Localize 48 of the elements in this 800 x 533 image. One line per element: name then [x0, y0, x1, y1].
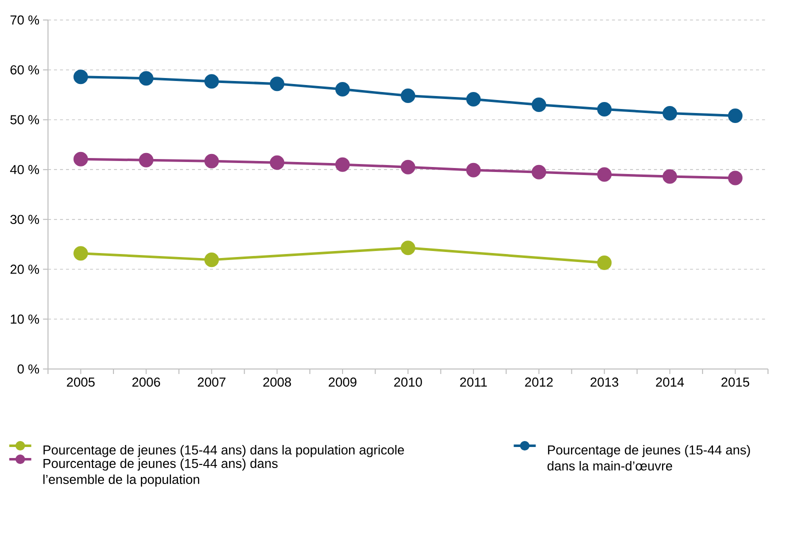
x-tick-label: 2007 [198, 378, 226, 387]
x-tick-label: 2009 [328, 378, 356, 387]
point [204, 154, 219, 168]
y-tick-label: 0 % [18, 364, 40, 374]
point [73, 70, 88, 84]
point [662, 169, 678, 184]
legend-label: Pourcentage de jeunes (15-44 ans) dans l’ensemble de la population [43, 458, 278, 487]
y-tick-label: 70 % [10, 15, 40, 25]
x-tick-label: 2012 [525, 378, 553, 387]
y-tick-label: 50 % [10, 115, 40, 124]
point [532, 164, 546, 180]
x-tick-label: 2013 [590, 378, 618, 387]
legend-label: Pourcentage de jeunes (15-44 ans) dans la population agricole [44, 444, 404, 458]
y-tick-label: 60 % [10, 65, 40, 74]
point [728, 108, 743, 123]
point [204, 74, 219, 89]
point [597, 102, 612, 116]
legend-label: Pourcentage de jeunes (15-44 ans) dans la main-d’œuvre [548, 444, 750, 471]
x-tick-label: 2008 [263, 378, 291, 387]
x-tick-label: 2005 [66, 378, 95, 387]
point [532, 98, 546, 112]
y-tick-label: 10 % [10, 314, 40, 324]
point [728, 170, 743, 186]
point [400, 240, 416, 256]
point [662, 106, 678, 120]
point [270, 76, 284, 92]
point [73, 246, 88, 261]
x-tick-label: 2006 [132, 378, 160, 387]
point [270, 155, 284, 170]
point [335, 157, 350, 172]
point [138, 152, 154, 168]
y-tick-label: 20 % [10, 264, 40, 274]
point [466, 162, 481, 178]
y-tick-label: 40 % [10, 164, 40, 174]
point [466, 92, 481, 107]
point [138, 71, 154, 86]
x-tick-label: 2011 [460, 378, 487, 387]
point [400, 160, 416, 174]
point [204, 252, 219, 268]
point [597, 256, 612, 270]
point [400, 88, 416, 104]
point [597, 167, 612, 182]
x-tick-label: 2015 [721, 378, 750, 387]
point [73, 152, 88, 166]
point [335, 82, 350, 97]
y-tick-label: 30 % [10, 214, 40, 224]
x-tick-label: 2014 [656, 378, 684, 387]
x-tick-label: 2010 [394, 378, 422, 387]
